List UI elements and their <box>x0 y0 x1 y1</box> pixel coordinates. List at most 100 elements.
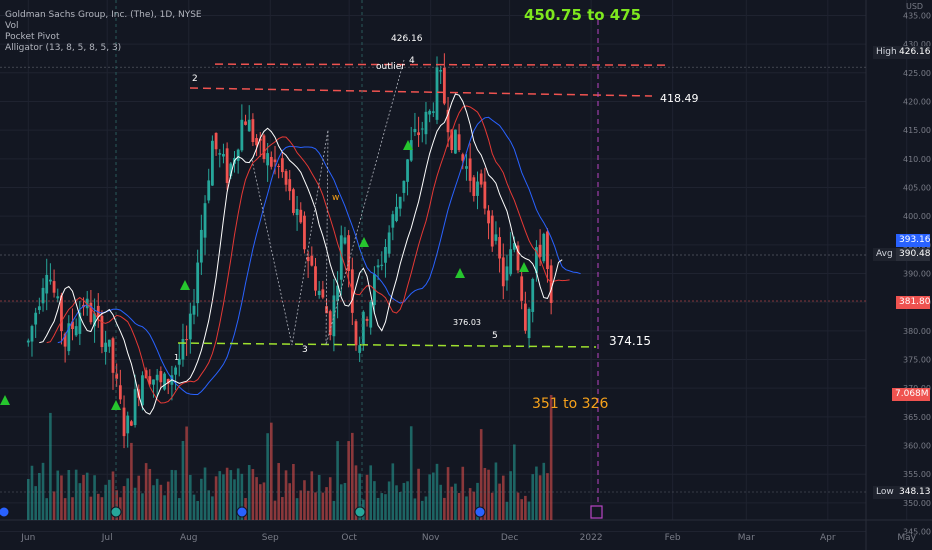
candle-body <box>229 163 233 177</box>
volume-bar <box>314 492 317 520</box>
low-value-label: 376.03 <box>453 318 481 327</box>
volume-bar <box>358 473 361 520</box>
low-tag-value: 348.13 <box>896 486 931 499</box>
candle-body <box>523 303 527 331</box>
volume-bar <box>258 484 262 520</box>
volume-bar <box>332 500 336 520</box>
candle-body <box>166 378 170 384</box>
volume-bar <box>439 484 442 520</box>
volume-bar <box>424 496 428 520</box>
candle-body <box>476 181 479 196</box>
volume-bar <box>347 441 350 520</box>
support-level-label: 374.15 <box>609 334 651 348</box>
x-tick-label: Oct <box>341 533 357 543</box>
volume-bar <box>196 501 199 520</box>
x-tick-label: Jul <box>101 533 113 543</box>
pocket-pivot-triangle <box>455 268 465 278</box>
candle-body <box>129 421 133 426</box>
y-tick-label: 345.00 <box>903 528 931 537</box>
candle-body <box>358 345 362 353</box>
candle-body <box>78 312 82 334</box>
volume-bar <box>148 468 152 520</box>
volume-bar <box>85 472 89 520</box>
volume-bar <box>281 497 284 520</box>
candle-body <box>321 289 325 298</box>
volume-bar <box>30 465 34 520</box>
volume-bar <box>74 469 78 520</box>
volume-bar <box>273 500 277 520</box>
candle-body <box>395 206 398 222</box>
candle-body <box>111 338 115 373</box>
y-tick-label: 420.00 <box>903 97 931 106</box>
volume-bar <box>373 481 376 520</box>
y-tick-label: 405.00 <box>903 183 931 192</box>
candle-body <box>207 180 211 201</box>
y-tick-label: 375.00 <box>903 356 931 365</box>
legend-pocket-pivot[interactable]: Pocket Pivot <box>5 32 60 42</box>
wave-2-label: 2 <box>192 74 198 84</box>
candle-body <box>269 156 273 167</box>
volume-bar <box>446 467 450 520</box>
volume-bar <box>111 471 115 520</box>
candle-body <box>431 111 435 113</box>
alligator-teeth-line <box>46 105 570 404</box>
candle-body <box>199 229 203 263</box>
volume-bar <box>432 472 435 520</box>
volume-bar <box>420 500 424 520</box>
candle-body <box>45 274 49 294</box>
volume-bar <box>159 484 163 520</box>
candle-body <box>148 376 152 385</box>
candle-body <box>380 264 384 266</box>
candle-body <box>89 302 93 323</box>
candle-body <box>122 407 126 437</box>
candle-body <box>531 278 535 312</box>
legend-title[interactable]: Goldman Sachs Group, Inc. (The), 1D, NYS… <box>5 10 202 20</box>
volume-bar <box>60 475 63 520</box>
alligator-jaw-line <box>57 116 581 395</box>
peak-label: 426.16 <box>391 34 423 44</box>
volume-bar <box>200 478 203 520</box>
y-tick-label: 410.00 <box>903 155 931 164</box>
volume-bar <box>402 482 406 520</box>
candle-body <box>67 323 71 352</box>
candle-body <box>439 70 443 72</box>
volume-bar <box>189 474 192 520</box>
x-tick-label: Jun <box>20 533 35 543</box>
volume-bar <box>509 471 512 520</box>
legend-alligator[interactable]: Alligator (13, 8, 5, 8, 5, 3) <box>5 43 122 53</box>
candle-body <box>203 203 207 238</box>
x-tick-label: 2022 <box>580 533 603 543</box>
volume-bar <box>457 492 461 520</box>
candle-body <box>141 375 144 406</box>
volume-bar <box>100 497 104 520</box>
earnings-badge-icon <box>0 506 10 518</box>
candle-body <box>299 209 303 223</box>
y-tick-label: 365.00 <box>903 413 931 422</box>
volume-bar <box>542 462 546 520</box>
candle-body <box>288 179 292 192</box>
candle-body <box>60 295 63 332</box>
candle-body <box>365 318 369 321</box>
candle-body <box>376 265 380 268</box>
volume-bar <box>406 481 409 520</box>
pocket-pivot-triangle <box>111 400 121 410</box>
volume-bar <box>108 479 111 520</box>
volume-bar <box>546 473 549 520</box>
candle-body <box>273 159 277 163</box>
volume-bar <box>317 474 321 520</box>
legend-volume[interactable]: Vol <box>5 21 19 31</box>
candle-body <box>159 371 163 383</box>
time-axis: Jun Jul Aug Sep Oct Nov Dec 2022 Feb Mar Apr May <box>20 533 916 543</box>
volume-bar <box>170 469 174 520</box>
candle-body <box>211 140 214 186</box>
target-lower-label: 351 to 326 <box>532 396 609 412</box>
candle-body <box>413 128 417 133</box>
volume-bar <box>63 498 67 520</box>
candle-body <box>192 305 196 315</box>
volume-bar <box>454 483 457 520</box>
candle-body <box>258 138 262 141</box>
candle-body <box>361 311 365 345</box>
volume-bar <box>218 471 222 520</box>
pocket-pivot-triangle <box>359 237 369 247</box>
